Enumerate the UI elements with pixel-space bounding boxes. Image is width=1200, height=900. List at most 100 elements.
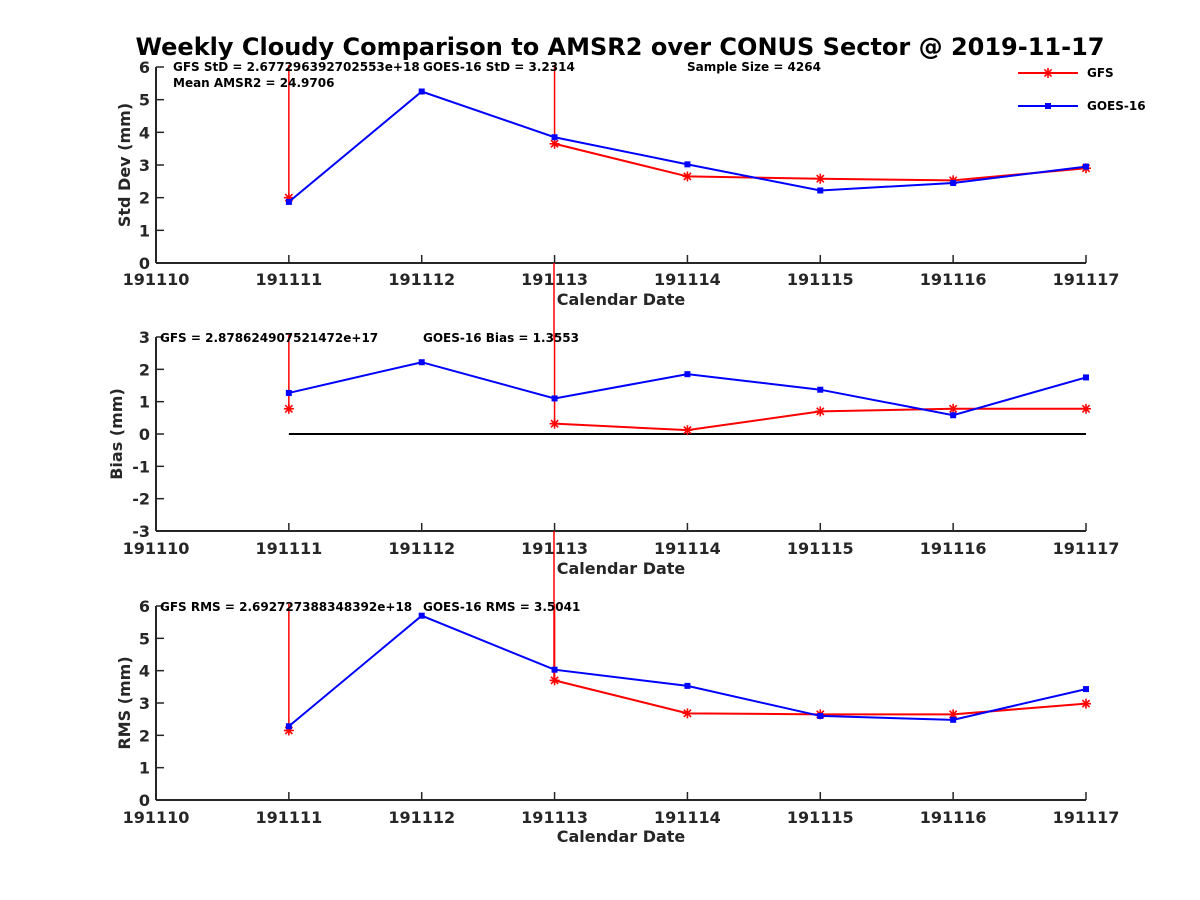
- data-point: [682, 425, 693, 436]
- panel-std-dev: 0123456191110191111191112191113191114191…: [115, 58, 1119, 309]
- x-tick-label: 191115: [787, 539, 854, 558]
- annotation: GFS StD = 2.677296392702553e+18: [173, 60, 420, 74]
- data-point-stroke: [948, 404, 958, 413]
- series-gfs: [283, 65, 1091, 203]
- y-tick-label: 3: [139, 694, 150, 713]
- series-line: [288, 361, 1087, 417]
- data-point: [815, 406, 826, 417]
- legend-item-goes-16: GOES-16: [1018, 99, 1146, 113]
- y-tick-label: -2: [132, 490, 150, 509]
- data-point: [950, 412, 957, 419]
- legend-marker: [1043, 68, 1053, 78]
- y-tick-label: 4: [139, 662, 150, 681]
- data-point: [551, 134, 558, 141]
- legend-label: GFS: [1087, 66, 1114, 80]
- data-point: [948, 403, 959, 414]
- data-point: [682, 708, 693, 719]
- data-point: [1081, 403, 1091, 414]
- y-tick-label: 6: [139, 58, 150, 77]
- x-tick-label: 191110: [123, 808, 190, 827]
- y-tick-label: 4: [139, 123, 150, 142]
- legend-item-gfs: GFS: [1018, 66, 1114, 80]
- y-tick-label: 5: [139, 91, 150, 110]
- data-point: [285, 389, 292, 396]
- data-point: [815, 173, 826, 184]
- data-point: [684, 371, 691, 378]
- data-point-stroke: [550, 419, 559, 428]
- x-axis-label: Calendar Date: [557, 559, 686, 578]
- data-point: [549, 138, 560, 149]
- x-tick-label: 191114: [654, 539, 721, 558]
- y-tick-label: 1: [139, 759, 150, 778]
- x-tick-label: 191115: [787, 270, 854, 289]
- data-point-stroke: [683, 425, 692, 435]
- y-axis-label: Std Dev (mm): [115, 103, 134, 227]
- data-point: [549, 418, 560, 429]
- series-line: [554, 679, 1087, 716]
- y-axis-label: RMS (mm): [115, 656, 134, 749]
- x-axis-label: Calendar Date: [557, 290, 686, 309]
- x-tick-label: 191110: [123, 270, 190, 289]
- data-point: [1083, 163, 1089, 170]
- data-point: [551, 666, 558, 673]
- data-point: [285, 723, 292, 730]
- data-point-stroke: [1081, 699, 1091, 708]
- y-tick-label: 1: [139, 393, 150, 412]
- data-point-stroke: [284, 404, 294, 413]
- panel-bias: -3-2-10123191110191111191112191113191114…: [107, 263, 1119, 680]
- y-axis-label: Bias (mm): [107, 388, 126, 480]
- legend-label: GOES-16: [1087, 99, 1146, 113]
- x-tick-label: 191113: [521, 808, 588, 827]
- y-tick-label: -1: [132, 457, 150, 476]
- data-point: [1081, 698, 1091, 709]
- y-tick-label: 0: [139, 254, 150, 273]
- x-tick-label: 191116: [920, 808, 987, 827]
- data-point: [682, 171, 693, 182]
- data-point: [418, 88, 425, 95]
- data-point: [418, 612, 425, 619]
- x-tick-label: 191112: [388, 539, 455, 558]
- data-point: [418, 359, 425, 366]
- series-gfs: [283, 335, 1091, 436]
- y-tick-label: 2: [139, 360, 150, 379]
- data-point-stroke: [550, 676, 559, 685]
- annotation: Sample Size = 4264: [687, 60, 821, 74]
- panel-rms: 0 1 2 3 4 5 6 191110 191111 191112 191113 191114 191…: [115, 597, 1119, 846]
- x-tick-label: 191117: [1053, 808, 1120, 827]
- data-point-stroke: [816, 407, 825, 416]
- x-tick-label: 191111: [255, 270, 322, 289]
- x-axis-label: Calendar Date: [557, 827, 686, 846]
- x-tick-label: 191114: [654, 808, 721, 827]
- x-tick-label: 191114: [654, 270, 721, 289]
- y-tick-label: 6: [139, 597, 150, 616]
- x-tick-label: 191116: [920, 270, 987, 289]
- x-tick-label: 191115: [787, 808, 854, 827]
- data-point: [549, 675, 560, 686]
- annotation: GFS = 2.878624907521472e+17: [160, 331, 378, 345]
- y-tick-label: 0: [139, 425, 150, 444]
- data-point: [283, 403, 294, 414]
- data-point-stroke: [683, 709, 692, 718]
- y-tick-label: 0: [139, 791, 150, 810]
- data-point: [1083, 374, 1089, 381]
- data-point: [950, 716, 957, 723]
- data-point-stroke: [1081, 404, 1091, 413]
- x-tick-label: 191110: [123, 539, 190, 558]
- annotation: GOES-16 RMS = 3.5041: [423, 600, 580, 614]
- data-point: [817, 712, 824, 719]
- x-tick-label: 191112: [388, 808, 455, 827]
- series-goes-16: [285, 88, 1089, 205]
- y-tick-label: 2: [139, 189, 150, 208]
- series-line: [288, 90, 1087, 203]
- y-tick-label: 3: [139, 156, 150, 175]
- x-tick-label: 191111: [255, 539, 322, 558]
- annotation: Mean AMSR2 = 24.9706: [173, 76, 334, 90]
- annotation: GOES-16 StD = 3.2314: [423, 60, 575, 74]
- data-point: [684, 161, 691, 168]
- data-point: [285, 198, 292, 205]
- data-point: [950, 179, 957, 186]
- chart-title: Weekly Cloudy Comparison to AMSR2 over C…: [136, 33, 1105, 61]
- data-point-stroke: [816, 174, 825, 183]
- x-tick-label: 191112: [388, 270, 455, 289]
- data-point: [817, 187, 824, 194]
